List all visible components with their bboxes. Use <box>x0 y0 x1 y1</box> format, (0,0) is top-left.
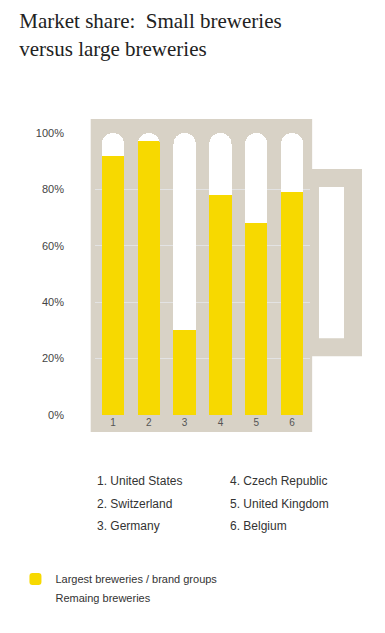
svg-text:1. United States: 1. United States <box>97 474 182 488</box>
svg-text:1: 1 <box>110 417 116 428</box>
svg-text:4. Czech Republic: 4. Czech Republic <box>230 474 327 488</box>
svg-text:3: 3 <box>182 417 188 428</box>
svg-text:60%: 60% <box>42 240 64 252</box>
svg-text:20%: 20% <box>42 352 64 364</box>
svg-text:Largest breweries / brand grou: Largest breweries / brand groups <box>55 573 217 585</box>
svg-text:2. Switzerland: 2. Switzerland <box>97 497 172 511</box>
svg-text:80%: 80% <box>42 183 64 195</box>
svg-text:0%: 0% <box>48 409 64 421</box>
svg-text:3. Germany: 3. Germany <box>97 519 160 533</box>
svg-text:Market share: Small breweries: Market share: Small breweriesversus larg… <box>19 9 281 60</box>
svg-text:100%: 100% <box>36 127 64 139</box>
svg-text:5. United Kingdom: 5. United Kingdom <box>230 497 329 511</box>
svg-text:2: 2 <box>146 417 152 428</box>
svg-text:6: 6 <box>289 417 295 428</box>
svg-text:40%: 40% <box>42 296 64 308</box>
svg-text:6. Belgium: 6. Belgium <box>230 519 287 533</box>
svg-text:Remaing breweries: Remaing breweries <box>55 592 150 604</box>
svg-text:5: 5 <box>253 417 259 428</box>
svg-text:4: 4 <box>218 417 224 428</box>
